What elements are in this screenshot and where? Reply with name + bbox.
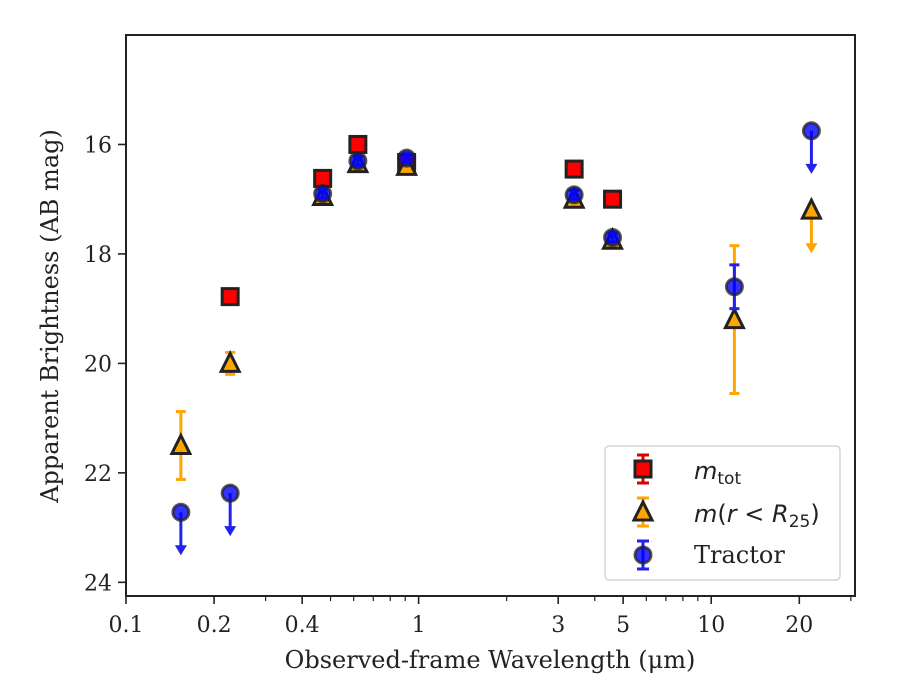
series-2-point-1-limit-arrow: [224, 526, 237, 537]
x-tick-label-6: 10: [697, 613, 725, 638]
series-2-point-3: [348, 151, 368, 171]
series-1-point-1: [218, 350, 242, 373]
series-2-point-7: [724, 277, 744, 297]
x-tick-label-2: 0.4: [285, 613, 320, 638]
y-tick-label-2: 20: [84, 352, 112, 377]
series-2-point-8-limit-arrow: [805, 163, 818, 174]
y-tick-label-1: 18: [84, 243, 112, 268]
series-2-point-6: [603, 228, 623, 248]
legend-marker-tractor: [633, 539, 653, 571]
series-2: [171, 121, 821, 556]
series-0-point-5: [603, 189, 623, 209]
series-0-point-0: [220, 287, 240, 307]
x-tick-label-1: 0.2: [197, 613, 232, 638]
series-1-point-0: [169, 432, 193, 455]
y-tick-label-4: 24: [84, 571, 112, 596]
legend-box: [604, 445, 841, 581]
x-axis-label: Observed-frame Wavelength (μm): [285, 646, 696, 674]
series-0-point-2: [348, 134, 368, 154]
y-axis-label: Apparent Brightness (AB mag): [36, 129, 64, 504]
series-1-point-8-limit-arrow: [805, 243, 818, 254]
series-2-point-8: [801, 121, 821, 141]
series-2-point-0-limit-arrow: [174, 545, 187, 556]
plot-frame: [125, 34, 856, 597]
x-tick-label-3: 1: [412, 613, 426, 638]
legend-marker-m-r25: [631, 496, 655, 528]
y-tick-label-3: 22: [84, 462, 112, 487]
x-tick-label-0: 0.1: [109, 613, 144, 638]
legend-label-tractor: Tractor: [694, 541, 785, 569]
series-2-point-1: [220, 483, 240, 503]
x-tick-label-5: 5: [616, 613, 630, 638]
series-0: [220, 134, 623, 307]
legend-marker-m-tot: [633, 453, 653, 485]
x-tick-label-7: 20: [785, 613, 813, 638]
series-2-point-5: [564, 185, 584, 205]
series-1-point-7: [722, 306, 746, 330]
series-2-point-4: [397, 148, 417, 168]
y-tick-label-0: 16: [84, 133, 112, 158]
series-2-point-2: [313, 184, 333, 204]
legend: mtot m(r < R25) Tractor: [604, 445, 841, 581]
x-tick-label-4: 3: [551, 613, 565, 638]
series-1: [169, 150, 823, 481]
plot-area: 0.1 0.2 0.4 1 3 5 10 20 16 18 20 22 24: [84, 34, 856, 638]
series-1-point-8: [799, 196, 823, 220]
series-0-point-4: [564, 159, 584, 179]
series-2-point-0: [171, 502, 191, 522]
